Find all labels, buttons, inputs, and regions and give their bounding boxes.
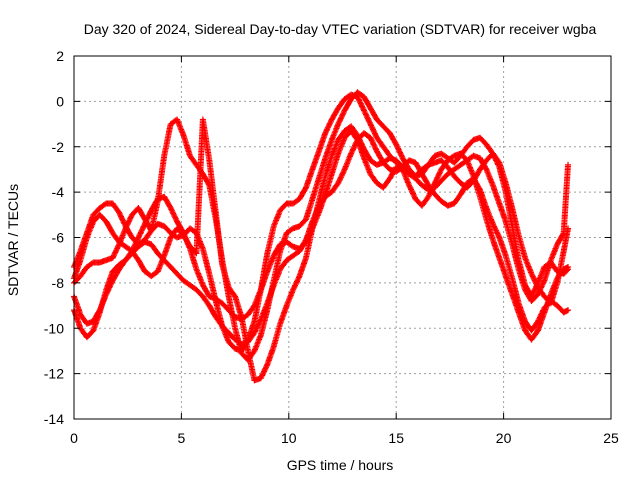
x-tick-label: 25	[603, 430, 619, 446]
x-tick-label: 20	[496, 430, 512, 446]
x-tick-label: 10	[281, 430, 297, 446]
y-tick-label: 2	[56, 48, 64, 64]
y-tick-label: -10	[44, 320, 64, 336]
chart-title: Day 320 of 2024, Sidereal Day-to-day VTE…	[84, 21, 597, 37]
axis-ticks: 0 5 10 15 20 25 -14 -12 -10 -8 -6 -4 -2 0 2	[44, 48, 619, 446]
y-tick-label: -4	[52, 184, 65, 200]
y-axis-label: SDTVAR / TECUs	[5, 184, 21, 296]
y-tick-label: -14	[44, 411, 64, 427]
x-axis-label: GPS time / hours	[287, 457, 394, 473]
data-marks	[71, 89, 572, 384]
x-tick-label: 5	[178, 430, 186, 446]
y-tick-label: -6	[52, 230, 65, 246]
x-tick-label: 0	[70, 430, 78, 446]
y-tick-label: -2	[52, 139, 65, 155]
y-tick-label: -8	[52, 275, 65, 291]
y-tick-label: 0	[56, 93, 64, 109]
y-tick-label: -12	[44, 366, 64, 382]
x-tick-label: 15	[388, 430, 404, 446]
